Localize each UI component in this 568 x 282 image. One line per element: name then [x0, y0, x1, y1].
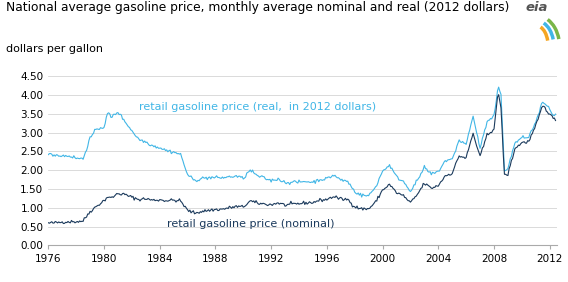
- Text: retail gasoline price (real,  in 2012 dollars): retail gasoline price (real, in 2012 dol…: [139, 102, 376, 112]
- Text: dollars per gallon: dollars per gallon: [6, 44, 103, 54]
- Text: retail gasoline price (nominal): retail gasoline price (nominal): [166, 219, 334, 228]
- Text: National average gasoline price, monthly average nominal and real (2012 dollars): National average gasoline price, monthly…: [6, 1, 509, 14]
- Text: eia: eia: [525, 1, 548, 14]
